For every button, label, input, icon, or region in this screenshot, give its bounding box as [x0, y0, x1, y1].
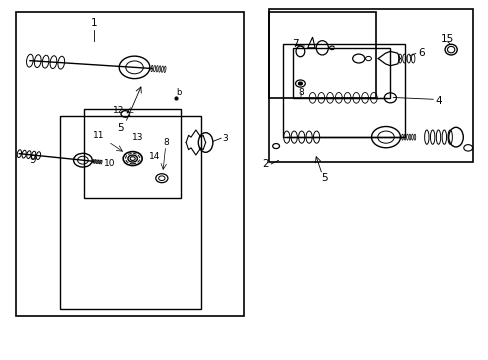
Bar	[268, 12, 375, 98]
Text: 4: 4	[435, 96, 442, 107]
Text: 15: 15	[440, 34, 453, 44]
Bar	[292, 48, 389, 98]
Text: 2: 2	[262, 159, 268, 169]
Text: 9: 9	[30, 156, 36, 165]
Text: 7: 7	[291, 39, 298, 49]
Text: 8: 8	[163, 138, 169, 147]
Bar	[16, 12, 244, 316]
Bar	[60, 116, 201, 309]
Text: 10: 10	[103, 159, 115, 168]
Bar	[268, 9, 472, 162]
Text: 14: 14	[148, 152, 160, 161]
Text: 11: 11	[93, 131, 104, 140]
Bar	[84, 109, 181, 198]
Text: 13: 13	[131, 133, 143, 142]
Text: b: b	[176, 88, 181, 97]
Bar	[283, 44, 404, 137]
Text: 6: 6	[418, 48, 425, 58]
Text: 5: 5	[321, 173, 327, 183]
Circle shape	[298, 82, 302, 85]
Text: 3: 3	[222, 134, 228, 143]
Text: 1: 1	[90, 18, 97, 28]
Text: 8: 8	[298, 88, 304, 97]
Text: 12: 12	[113, 106, 124, 115]
Text: 5: 5	[117, 123, 123, 133]
